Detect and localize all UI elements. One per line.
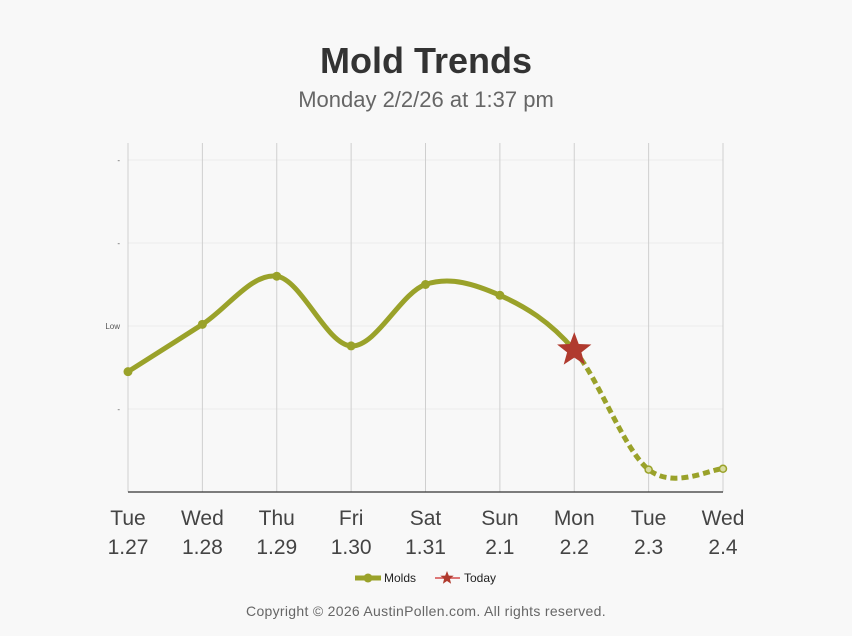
- x-tick-date: 2.2: [560, 536, 589, 559]
- x-tick-date: 1.27: [108, 536, 149, 559]
- data-point: [123, 367, 133, 377]
- x-tick-day: Fri: [339, 507, 364, 530]
- legend: Molds Today: [355, 571, 496, 585]
- forecast-point: [644, 465, 653, 474]
- data-point: [421, 280, 430, 289]
- chart-title: Mold Trends: [319, 40, 532, 81]
- x-tick-day: Tue: [631, 507, 666, 530]
- legend-today-label: Today: [464, 571, 496, 585]
- y-tick-label: Low: [105, 322, 120, 331]
- x-tick-date: 1.31: [405, 536, 446, 559]
- x-tick-day: Sat: [410, 507, 442, 530]
- copyright-footer: Copyright © 2026 AustinPollen.com. All r…: [246, 603, 606, 619]
- x-tick-day: Thu: [259, 507, 295, 530]
- data-point: [346, 341, 356, 351]
- forecast-point: [718, 464, 728, 474]
- data-point: [197, 319, 207, 329]
- x-tick-date: 2.1: [485, 536, 514, 559]
- x-tick-date: 1.29: [256, 536, 297, 559]
- x-tick-date: 1.30: [331, 536, 372, 559]
- y-tick-label: -: [117, 156, 120, 165]
- x-tick-day: Tue: [110, 507, 145, 530]
- x-tick-day: Wed: [702, 507, 745, 530]
- today-star-marker: [557, 332, 592, 365]
- x-tick-day: Sun: [481, 507, 518, 530]
- chart-subtitle: Monday 2/2/26 at 1:37 pm: [298, 87, 554, 112]
- x-tick-day: Mon: [554, 507, 595, 530]
- y-tick-label: -: [117, 239, 120, 248]
- legend-molds-marker: [363, 573, 373, 583]
- x-tick-date: 2.4: [708, 536, 738, 559]
- x-tick-date: 1.28: [182, 536, 223, 559]
- legend-today-star-icon: [440, 571, 454, 584]
- x-tick-date: 2.3: [634, 536, 663, 559]
- x-tick-day: Wed: [181, 507, 224, 530]
- y-tick-label: -: [117, 405, 120, 414]
- data-point: [495, 290, 505, 300]
- data-point: [272, 271, 282, 281]
- legend-molds-label: Molds: [384, 571, 416, 585]
